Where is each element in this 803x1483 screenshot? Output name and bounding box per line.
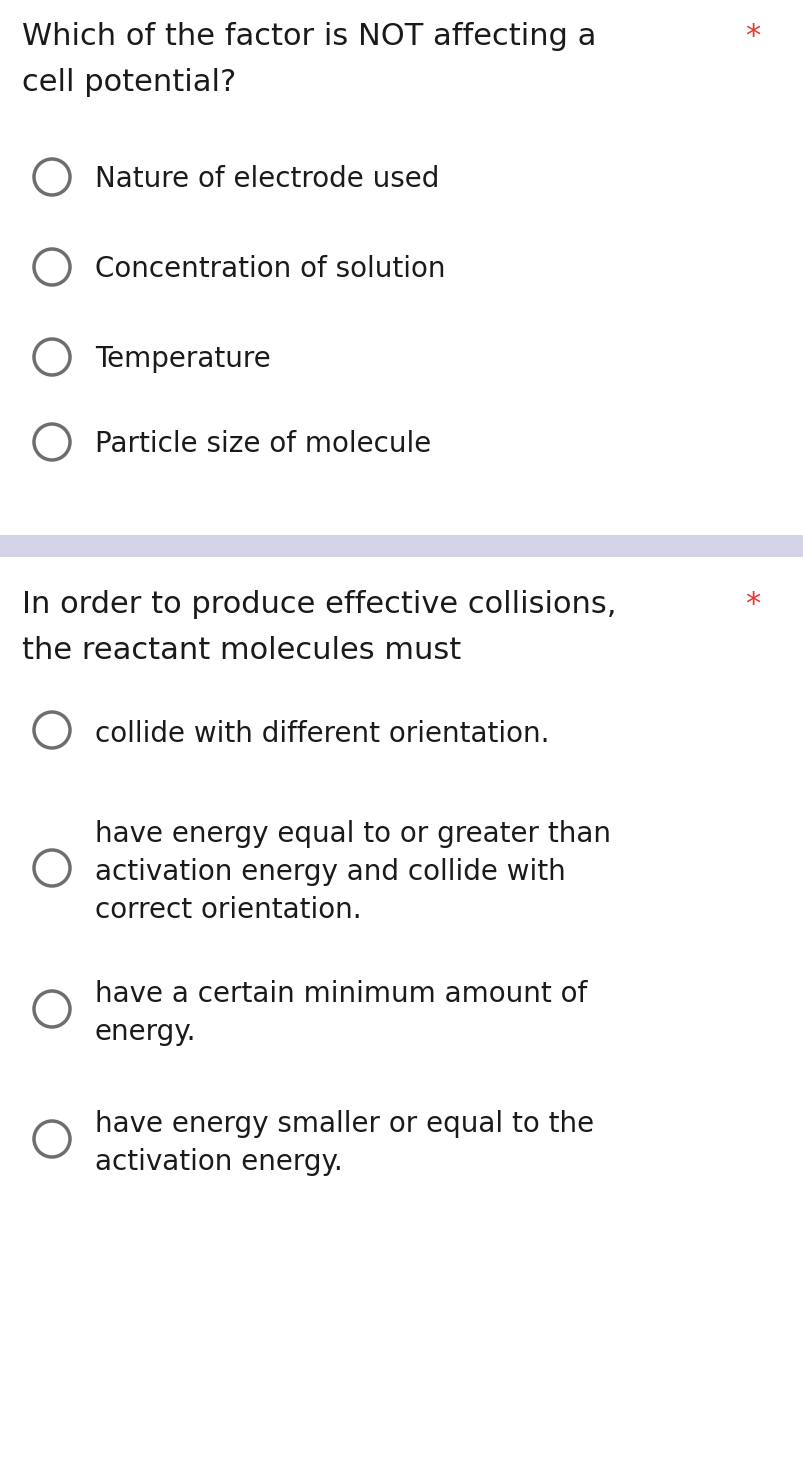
- Text: Which of the factor is NOT affecting a: Which of the factor is NOT affecting a: [22, 22, 596, 50]
- Text: *: *: [744, 22, 760, 50]
- Text: the reactant molecules must: the reactant molecules must: [22, 636, 461, 664]
- Text: Temperature: Temperature: [95, 346, 271, 374]
- Text: Particle size of molecule: Particle size of molecule: [95, 430, 430, 458]
- Text: correct orientation.: correct orientation.: [95, 896, 361, 924]
- Text: activation energy.: activation energy.: [95, 1148, 342, 1176]
- Text: cell potential?: cell potential?: [22, 68, 236, 96]
- Text: collide with different orientation.: collide with different orientation.: [95, 721, 548, 747]
- Text: In order to produce effective collisions,: In order to produce effective collisions…: [22, 590, 616, 618]
- Bar: [0, 535, 803, 558]
- Text: have energy equal to or greater than: have energy equal to or greater than: [95, 820, 610, 848]
- Text: Concentration of solution: Concentration of solution: [95, 255, 445, 283]
- Text: energy.: energy.: [95, 1017, 196, 1046]
- Text: have energy smaller or equal to the: have energy smaller or equal to the: [95, 1109, 593, 1137]
- Text: *: *: [744, 590, 760, 618]
- Text: Nature of electrode used: Nature of electrode used: [95, 165, 438, 193]
- Text: activation energy and collide with: activation energy and collide with: [95, 859, 565, 885]
- Text: have a certain minimum amount of: have a certain minimum amount of: [95, 980, 586, 1008]
